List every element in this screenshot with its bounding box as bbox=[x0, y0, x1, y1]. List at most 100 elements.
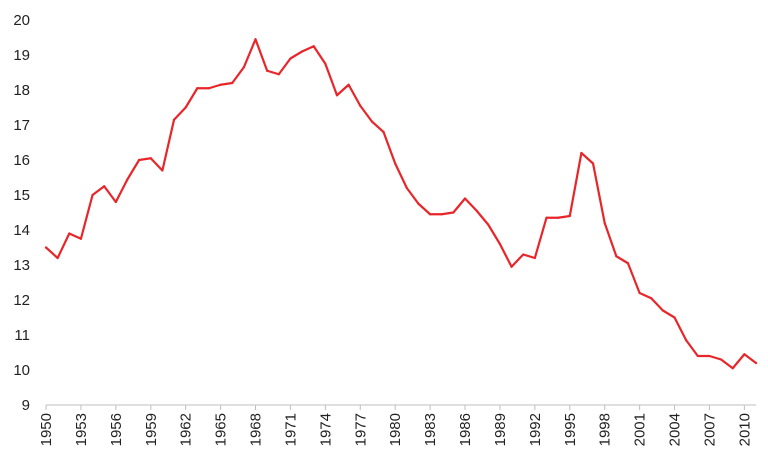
series-layer bbox=[44, 38, 758, 370]
data-point bbox=[475, 209, 478, 212]
data-point bbox=[731, 367, 734, 370]
data-point bbox=[312, 45, 315, 48]
x-tick-label: 1986 bbox=[457, 413, 474, 446]
x-tick-label: 1956 bbox=[108, 413, 125, 446]
data-point bbox=[300, 50, 304, 53]
data-point bbox=[335, 94, 339, 97]
x-tick-label: 1983 bbox=[422, 413, 439, 446]
data-point bbox=[207, 87, 211, 90]
data-point bbox=[626, 262, 630, 265]
x-axis-tick-marks bbox=[45, 405, 745, 410]
data-point bbox=[708, 354, 711, 358]
data-point bbox=[673, 316, 676, 319]
x-tick-label: 1995 bbox=[562, 413, 579, 446]
data-point bbox=[242, 66, 245, 69]
data-point bbox=[638, 291, 641, 295]
data-point bbox=[184, 106, 187, 109]
y-tick-label: 20 bbox=[13, 12, 30, 29]
data-point bbox=[603, 221, 606, 225]
data-point bbox=[557, 216, 560, 219]
data-point bbox=[172, 118, 176, 121]
data-point bbox=[754, 361, 758, 365]
data-point bbox=[68, 232, 71, 235]
data-point bbox=[91, 193, 94, 197]
y-tick-label: 18 bbox=[13, 82, 30, 99]
y-tick-label: 17 bbox=[13, 117, 30, 134]
data-point bbox=[522, 253, 525, 256]
data-point bbox=[219, 83, 222, 86]
x-tick-label: 1998 bbox=[597, 413, 614, 446]
data-point bbox=[568, 214, 571, 218]
data-point bbox=[394, 162, 397, 165]
data-point bbox=[719, 358, 723, 361]
data-point bbox=[103, 185, 106, 188]
x-tick-label: 2001 bbox=[632, 413, 649, 446]
y-tick-label: 11 bbox=[14, 327, 30, 344]
data-point bbox=[289, 57, 292, 60]
data-point bbox=[79, 237, 83, 240]
data-point bbox=[382, 130, 385, 134]
x-tick-label: 2004 bbox=[667, 413, 684, 446]
x-tick-label: 1971 bbox=[282, 413, 299, 446]
data-point bbox=[405, 186, 408, 190]
data-point bbox=[743, 353, 746, 356]
data-point bbox=[533, 256, 536, 260]
data-point bbox=[359, 104, 362, 107]
data-point bbox=[347, 83, 350, 86]
y-tick-label: 12 bbox=[13, 292, 30, 309]
y-tick-label: 10 bbox=[13, 362, 30, 379]
data-point bbox=[685, 339, 688, 342]
data-point bbox=[324, 62, 327, 65]
data-point bbox=[615, 255, 618, 258]
data-point bbox=[149, 157, 152, 160]
x-tick-label: 1968 bbox=[248, 413, 265, 446]
data-point bbox=[498, 242, 502, 246]
x-tick-label: 1962 bbox=[178, 413, 195, 446]
data-point bbox=[487, 223, 490, 226]
data-point bbox=[650, 297, 653, 300]
data-point bbox=[696, 354, 699, 358]
data-point bbox=[580, 151, 583, 155]
x-tick-label: 2007 bbox=[701, 413, 718, 446]
x-tick-label: 1950 bbox=[38, 413, 55, 446]
y-axis-tick-labels: 9 10 11 12 13 14 15 16 17 18 19 20 bbox=[13, 12, 30, 414]
data-point bbox=[266, 69, 269, 72]
data-point bbox=[591, 162, 595, 165]
x-tick-label: 1989 bbox=[492, 413, 509, 446]
y-tick-label: 9 bbox=[22, 397, 30, 414]
x-tick-label: 1959 bbox=[143, 413, 160, 446]
x-tick-label: 1953 bbox=[73, 413, 90, 446]
data-point bbox=[196, 87, 199, 90]
data-point bbox=[510, 265, 513, 268]
data-point bbox=[277, 73, 280, 76]
y-tick-label: 19 bbox=[13, 47, 30, 64]
x-tick-label: 1992 bbox=[527, 413, 544, 446]
data-point bbox=[463, 197, 467, 200]
x-tick-label: 1965 bbox=[213, 413, 230, 446]
x-tick-label: 1974 bbox=[317, 413, 334, 446]
data-point bbox=[231, 81, 234, 85]
data-point bbox=[44, 246, 48, 249]
data-point bbox=[114, 200, 117, 204]
data-point bbox=[254, 38, 257, 41]
data-point bbox=[56, 256, 59, 260]
x-tick-label: 1977 bbox=[352, 413, 369, 446]
y-tick-label: 13 bbox=[13, 257, 30, 274]
series-line bbox=[44, 38, 758, 370]
y-tick-label: 15 bbox=[13, 187, 30, 204]
data-point bbox=[126, 178, 129, 181]
data-point bbox=[370, 120, 374, 123]
data-point bbox=[545, 216, 548, 219]
x-tick-label: 1980 bbox=[387, 413, 404, 446]
data-point bbox=[417, 202, 420, 205]
x-axis-tick-labels: 1950 1953 1956 1959 1962 1965 1968 1971 1974 1977… bbox=[38, 413, 753, 446]
y-tick-label: 16 bbox=[13, 152, 30, 169]
x-tick-label: 2010 bbox=[736, 413, 753, 446]
y-tick-label: 14 bbox=[13, 222, 30, 239]
data-point bbox=[661, 309, 664, 312]
data-point bbox=[452, 211, 455, 214]
data-point bbox=[138, 158, 141, 162]
data-point bbox=[161, 169, 164, 172]
data-point bbox=[440, 213, 443, 216]
